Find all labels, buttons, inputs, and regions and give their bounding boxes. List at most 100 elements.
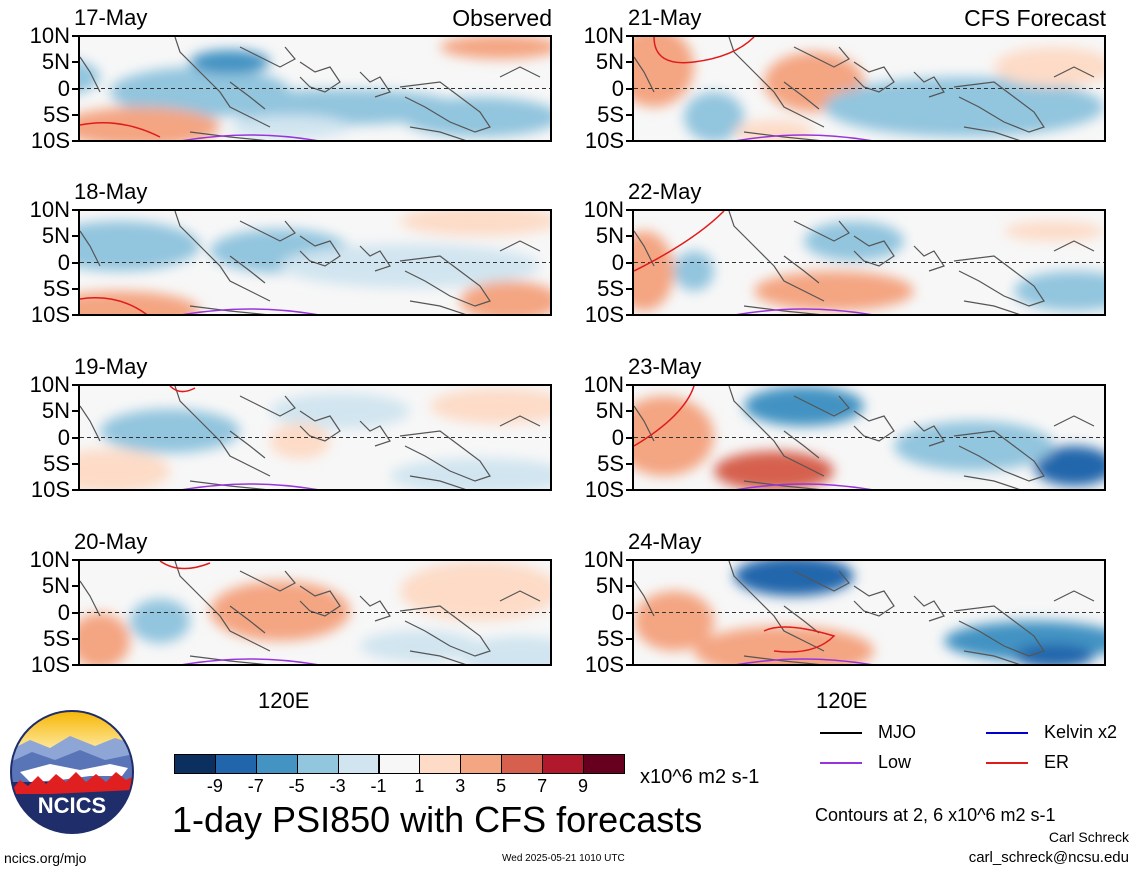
anomaly-blob	[80, 291, 200, 314]
legend-label: ER	[1044, 752, 1070, 772]
panel-date-left-3: 19-May	[74, 354, 148, 379]
lat-label: 5N	[41, 49, 70, 75]
colorbar-label: -1	[370, 776, 387, 796]
lat-tick	[626, 585, 632, 588]
coastline	[80, 561, 541, 664]
anomaly-blob	[804, 221, 904, 261]
colorbar-label: 9	[577, 776, 588, 796]
legend-line-low	[820, 762, 862, 764]
colorbar-swatch	[255, 754, 298, 774]
anomaly-blob	[674, 251, 714, 291]
anomaly-blob	[684, 92, 744, 140]
coastline	[634, 386, 1095, 489]
er-contour	[653, 37, 755, 64]
er-contour	[80, 121, 161, 138]
anomaly-blob	[440, 37, 550, 59]
lat-tick	[72, 235, 78, 238]
lat-label: 5S	[597, 101, 624, 127]
lat-label: 5S	[597, 450, 624, 476]
lat-tick	[72, 61, 78, 64]
panel-corner-label-left: Observed	[452, 5, 552, 31]
anomaly-blob	[80, 449, 170, 489]
lat-label: 10N	[29, 23, 70, 48]
lat-label: 10S	[584, 477, 624, 502]
panel-date-left-2: 18-May	[74, 179, 148, 204]
panel-date-right-2: 22-May	[628, 179, 702, 204]
coastline	[80, 37, 541, 140]
lat-tick	[72, 462, 78, 465]
lat-tick	[626, 410, 632, 413]
anomaly-blob	[744, 386, 864, 426]
site-link[interactable]: ncics.org/mjo	[4, 850, 87, 866]
anomaly-blob	[430, 388, 550, 424]
lat-tick	[72, 113, 78, 116]
lat-label: 0	[611, 75, 624, 101]
psi-field-map	[80, 561, 550, 664]
colorbar-label: 7	[537, 776, 548, 796]
lat-label: 0	[57, 599, 70, 625]
lat-tick	[72, 87, 78, 90]
lat-tick	[626, 489, 632, 491]
colorbar-swatch	[378, 754, 421, 774]
map-panel-right-2	[632, 209, 1106, 316]
anomaly-blob	[230, 115, 350, 139]
lat-tick	[72, 287, 78, 290]
anomaly-blob	[714, 451, 834, 489]
lat-label: 10N	[29, 197, 70, 222]
lat-label: 0	[611, 249, 624, 275]
lat-tick	[626, 664, 632, 666]
lat-label: 10N	[29, 547, 70, 572]
author-email[interactable]: carl_schreck@ncsu.edu	[968, 849, 1129, 866]
lat-label: 0	[57, 75, 70, 101]
lat-tick	[72, 611, 78, 614]
lat-tick	[72, 384, 78, 386]
ncics-logo: NCICS	[10, 710, 134, 834]
lat-tick	[626, 287, 632, 290]
colorbar-swatch	[337, 754, 380, 774]
lat-label: 0	[57, 424, 70, 450]
lat-label: 0	[611, 424, 624, 450]
anomaly-blob	[634, 396, 714, 476]
lat-label: 10N	[583, 23, 624, 48]
lat-label: 5S	[43, 101, 70, 127]
coastline	[634, 561, 1095, 664]
logo-text: NCICS	[38, 793, 106, 818]
er-contour	[159, 561, 211, 570]
lat-label: 10N	[583, 547, 624, 572]
anomaly-blob	[130, 599, 190, 643]
er-contour	[169, 386, 196, 393]
anomaly-blob	[894, 421, 1054, 471]
lat-tick	[626, 61, 632, 64]
lat-label: 5S	[597, 275, 624, 301]
colorbar-label: 3	[455, 776, 466, 796]
psi-field-map	[634, 211, 1104, 314]
lat-label: 5S	[43, 450, 70, 476]
lat-tick	[626, 209, 632, 211]
map-panel-left-3	[78, 384, 552, 491]
lat-label: 5S	[43, 625, 70, 651]
colorbar-swatch	[419, 754, 462, 774]
lat-tick	[72, 314, 78, 316]
map-panel-right-3	[632, 384, 1106, 491]
anomaly-blob	[80, 613, 130, 664]
lat-label: 10S	[30, 128, 70, 153]
timestamp: Wed 2025-05-21 1010 UTC	[502, 853, 625, 864]
colorbar-swatch	[214, 754, 257, 774]
anomaly-blob	[1034, 446, 1104, 486]
lon-label-left: 120E	[258, 688, 310, 713]
anomaly-blob	[80, 221, 200, 271]
anomaly-blob	[634, 591, 714, 651]
colorbar-swatch	[460, 754, 503, 774]
anomaly-blob	[634, 231, 674, 311]
lat-tick	[72, 559, 78, 561]
lat-tick	[626, 35, 632, 37]
lat-tick	[72, 209, 78, 211]
lat-tick	[72, 410, 78, 413]
er-contour	[634, 386, 695, 447]
colorbar-swatch	[542, 754, 584, 774]
lat-label: 5N	[595, 398, 624, 424]
lat-label: 10S	[30, 477, 70, 502]
lat-label: 10S	[30, 302, 70, 327]
lat-label: 10S	[30, 652, 70, 677]
lat-label: 10N	[583, 372, 624, 397]
